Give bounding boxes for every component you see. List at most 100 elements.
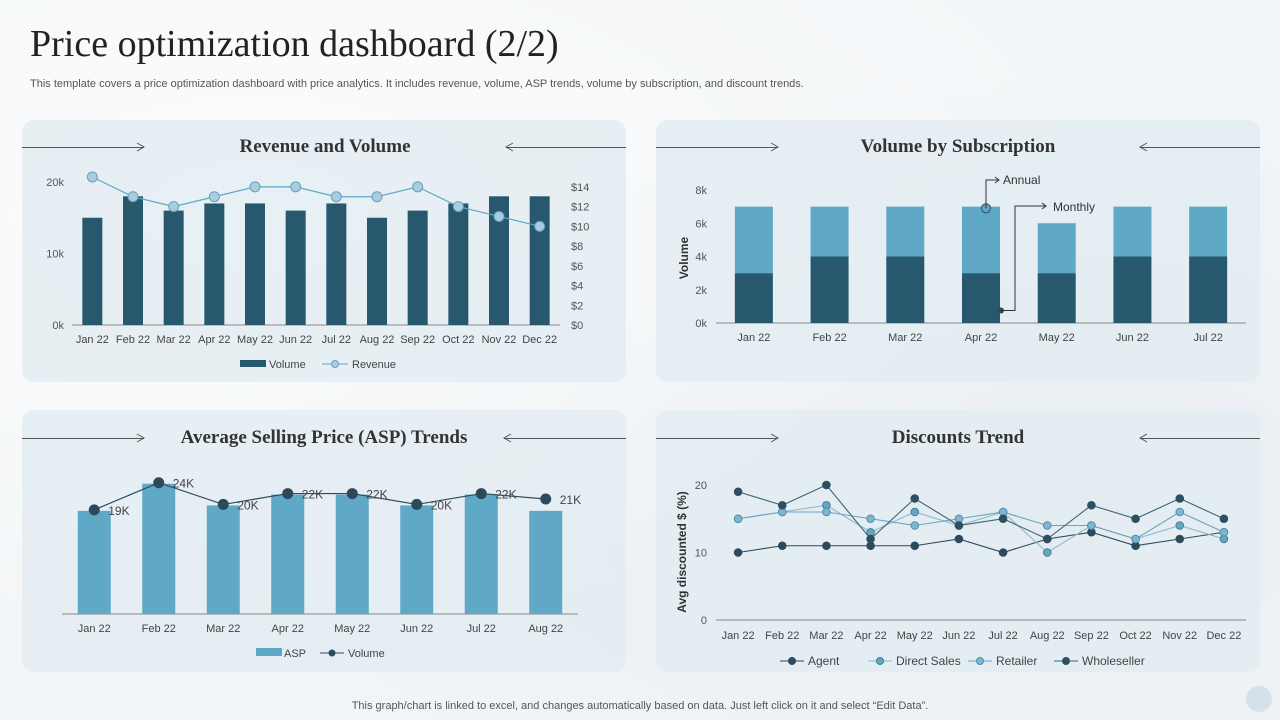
- asp-bar: [335, 494, 369, 614]
- asp-volume-point: [282, 488, 294, 500]
- monthly-bar: [734, 273, 773, 323]
- revenue-point: [534, 220, 546, 232]
- monthly-bar: [886, 256, 925, 323]
- discounts-trend-title: Discounts Trend: [891, 427, 1025, 448]
- monthly-bar: [1113, 256, 1152, 323]
- discount-point: [1087, 500, 1096, 510]
- right-axis-tick: $14: [571, 182, 589, 194]
- arrow-left-icon: [504, 438, 626, 439]
- asp-bar: [271, 494, 305, 614]
- revenue-point: [208, 191, 220, 203]
- x-tick-label: Jun 22: [279, 334, 312, 346]
- arrowhead-icon: [770, 142, 780, 152]
- x-tick-label: Jun 22: [942, 630, 975, 642]
- legend-label: Wholeseller: [1082, 654, 1145, 668]
- right-axis-tick: $8: [571, 241, 583, 253]
- asp-bar: [77, 510, 111, 614]
- asp-volume-label: 20K: [237, 498, 258, 512]
- asp-volume-point: [346, 488, 358, 500]
- arrowhead-icon: [1138, 433, 1148, 443]
- annual-bar: [1037, 223, 1076, 274]
- x-tick-label: Mar 22: [206, 623, 240, 635]
- volume-bar: [326, 203, 347, 325]
- x-tick-label: Dec 22: [1206, 630, 1241, 642]
- discount-point: [866, 534, 875, 544]
- annual-bar: [734, 206, 773, 274]
- volume-bar: [285, 210, 306, 325]
- legend-asp-label: ASP: [284, 648, 306, 660]
- legend-volume-label: Volume: [269, 359, 306, 371]
- arrowhead-icon: [136, 142, 146, 152]
- revenue-line: [92, 176, 540, 227]
- y-axis-tick: 20: [695, 480, 707, 492]
- arrow-left-icon: [506, 147, 626, 148]
- y-axis-tick: 10: [695, 548, 707, 560]
- x-tick-label: May 22: [1039, 332, 1075, 344]
- asp-volume-label: 21K: [560, 493, 581, 507]
- revenue-point: [86, 171, 98, 183]
- discount-point: [910, 494, 920, 503]
- x-tick-label: Jul 22: [467, 623, 496, 635]
- y-axis-tick: 2k: [695, 285, 707, 297]
- page-subtitle: This template covers a price optimizatio…: [30, 78, 804, 90]
- asp-volume-label: 19K: [108, 504, 129, 518]
- x-tick-label: Jun 22: [1116, 332, 1149, 344]
- volume-subscription-chart: 0k 2k 4k 6k 8k Volume Jan 22 Feb 22 Mar 22 Apr 22…: [677, 173, 1246, 344]
- x-tick-label: Dec 22: [522, 334, 557, 346]
- x-tick-label: Jul 22: [988, 630, 1017, 642]
- asp-bar: [142, 483, 176, 614]
- revenue-point: [290, 181, 302, 193]
- legend-label: Direct Sales: [896, 654, 961, 668]
- discount-line-wholeseller: [737, 484, 1225, 540]
- monthly-callout-arrow: [1041, 202, 1047, 210]
- annual-bar: [886, 206, 925, 257]
- x-tick-label: Oct 22: [442, 334, 474, 346]
- page-title: Price optimization dashboard (2/2): [30, 23, 559, 65]
- discount-point: [777, 500, 787, 510]
- discount-point: [733, 548, 743, 557]
- revenue-point: [168, 201, 180, 213]
- arrow-right-icon: [656, 147, 778, 148]
- x-tick-label: Jul 22: [322, 334, 351, 346]
- volume-subscription-title: Volume by Subscription: [860, 136, 1056, 157]
- arrow-right-icon: [22, 147, 144, 148]
- y-axis-tick: 6k: [695, 218, 707, 230]
- x-tick-label: Jan 22: [78, 623, 111, 635]
- y-axis-title: Avg discounted $ (%): [675, 491, 689, 613]
- annual-bar: [1113, 206, 1152, 257]
- discount-point: [1042, 534, 1052, 544]
- legend-asp-swatch: [256, 648, 282, 656]
- asp-bar: [529, 510, 563, 614]
- arrow-right-icon: [22, 438, 144, 439]
- arrowhead-icon: [1138, 142, 1148, 152]
- discount-point: [822, 507, 831, 517]
- monthly-bar: [1189, 256, 1228, 323]
- discount-line-agent: [738, 531, 1224, 554]
- asp-volume-point: [540, 493, 552, 505]
- arrowhead-icon: [770, 433, 780, 443]
- x-tick-label: Aug 22: [1030, 630, 1065, 642]
- volume-bar: [163, 210, 184, 325]
- arrow-left-icon: [1140, 147, 1260, 148]
- legend-revenue-label: Revenue: [352, 359, 396, 371]
- x-tick-label: Mar 22: [809, 630, 843, 642]
- y-axis-tick: 4k: [695, 252, 707, 264]
- revenue-point: [127, 191, 139, 203]
- left-axis-tick: 0k: [52, 320, 64, 332]
- right-axis-tick: $10: [571, 221, 589, 233]
- discount-point: [866, 514, 875, 524]
- asp-volume-label: 22K: [366, 488, 387, 502]
- discount-point: [910, 521, 920, 530]
- discount-point: [910, 541, 920, 551]
- asp-volume-label: 24K: [173, 477, 194, 491]
- legend-volume-label: Volume: [348, 648, 385, 660]
- discount-point: [733, 487, 743, 497]
- discount-point: [822, 541, 831, 551]
- x-tick-label: Apr 22: [854, 630, 886, 642]
- right-axis-tick: $2: [571, 300, 583, 312]
- annual-callout-arrow: [994, 176, 1000, 184]
- discount-point: [998, 514, 1008, 524]
- legend-marker: [1062, 657, 1070, 665]
- asp-volume-point: [411, 498, 423, 510]
- revenue-point: [493, 210, 505, 222]
